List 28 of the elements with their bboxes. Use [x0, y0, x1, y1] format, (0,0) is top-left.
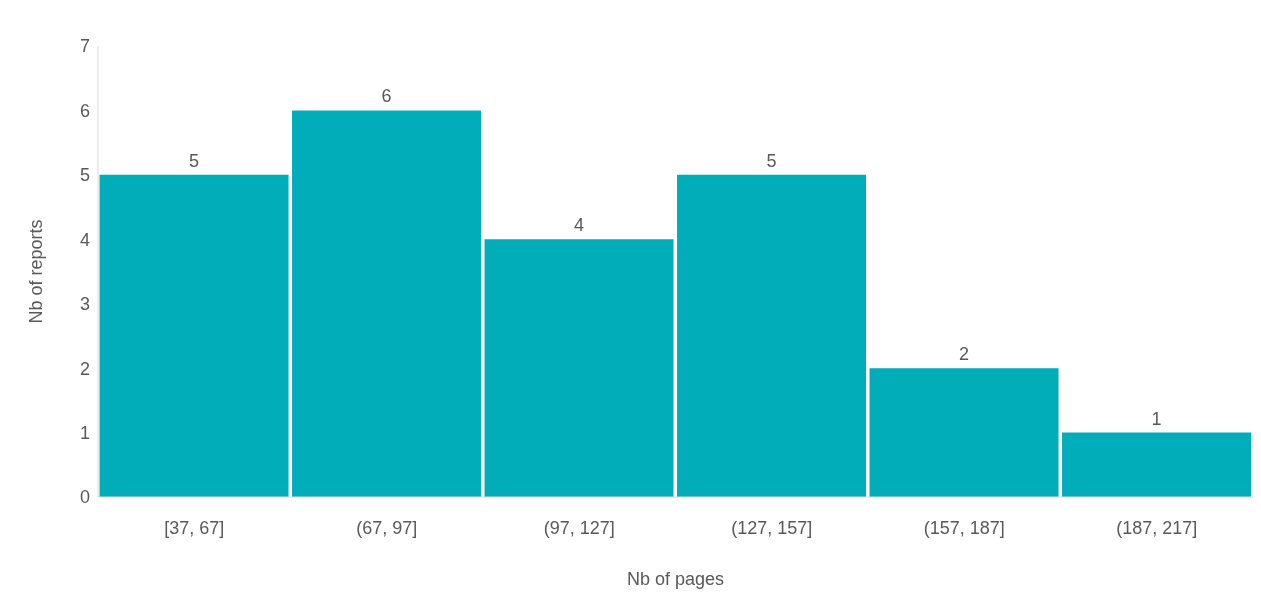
data-label: 1 [1151, 408, 1162, 429]
y-tick-label: 5 [79, 165, 90, 186]
y-tick-label: 2 [79, 358, 90, 379]
x-tick-label: (127, 157] [731, 517, 813, 538]
bar [292, 110, 482, 497]
x-tick-label: (97, 127] [543, 517, 615, 538]
y-axis-title: Nb of reports [26, 219, 47, 324]
y-tick-label: 3 [79, 294, 90, 315]
bar [1062, 432, 1252, 497]
bar [484, 239, 674, 497]
y-tick-label: 1 [79, 422, 90, 443]
bar [869, 368, 1059, 497]
y-tick-label: 0 [79, 487, 90, 508]
data-label: 6 [381, 86, 392, 107]
x-axis-title: Nb of pages [626, 569, 725, 589]
x-tick-label: (157, 187] [923, 517, 1005, 538]
data-label: 5 [189, 150, 200, 171]
data-label: 2 [959, 344, 970, 365]
y-tick-label: 4 [79, 229, 90, 250]
y-tick-label: 7 [79, 36, 90, 57]
bar [99, 174, 289, 497]
data-label: 5 [766, 150, 777, 171]
data-label: 4 [574, 215, 585, 236]
bar [677, 174, 867, 497]
x-tick-label: (67, 97] [356, 517, 418, 538]
x-tick-label: (187, 217] [1116, 517, 1198, 538]
x-tick-label: [37, 67] [164, 517, 225, 538]
y-tick-label: 6 [79, 100, 90, 121]
